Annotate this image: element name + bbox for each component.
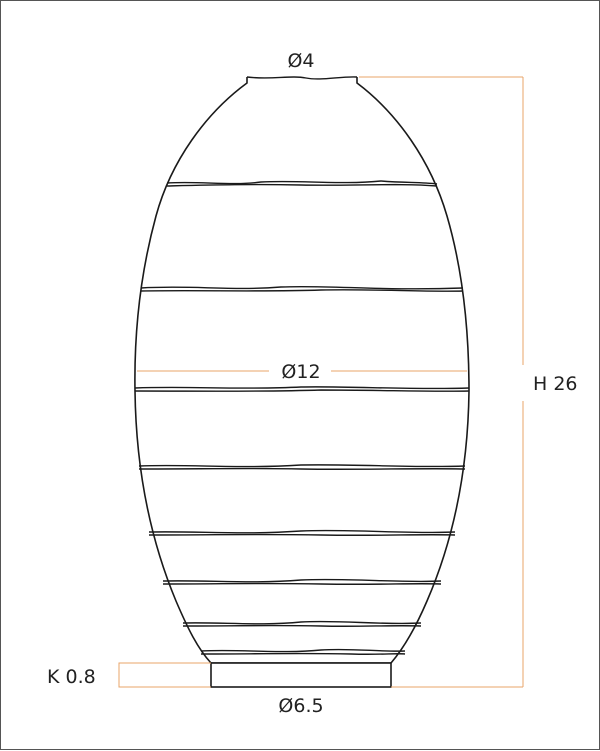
band-7: [182, 620, 422, 625]
base-diameter-label: Ø6.5: [278, 695, 323, 717]
band-3b: [134, 389, 470, 392]
band-1b: [166, 183, 438, 187]
max-diameter-label: Ø12: [281, 361, 320, 383]
band-2b: [140, 289, 464, 292]
top-diameter-label: Ø4: [287, 50, 314, 72]
band-5: [148, 529, 456, 534]
band-6b: [162, 582, 442, 585]
dimension-lines: [118, 76, 524, 688]
vase-bands: [134, 180, 470, 655]
band-5b: [148, 533, 456, 536]
band-1: [166, 180, 438, 185]
band-8: [200, 648, 406, 653]
base-height-bracket: [118, 662, 211, 688]
band-7b: [182, 624, 422, 627]
band-6: [162, 578, 442, 583]
height-label: H 26: [533, 373, 578, 395]
band-4b: [138, 467, 466, 470]
band-4: [138, 464, 466, 468]
base-height-label: K 0.8: [47, 666, 96, 688]
vase-top-rim: [246, 76, 358, 80]
band-2: [140, 285, 464, 290]
band-8b: [200, 652, 406, 655]
band-3: [134, 386, 470, 390]
vase-base: [210, 662, 392, 688]
